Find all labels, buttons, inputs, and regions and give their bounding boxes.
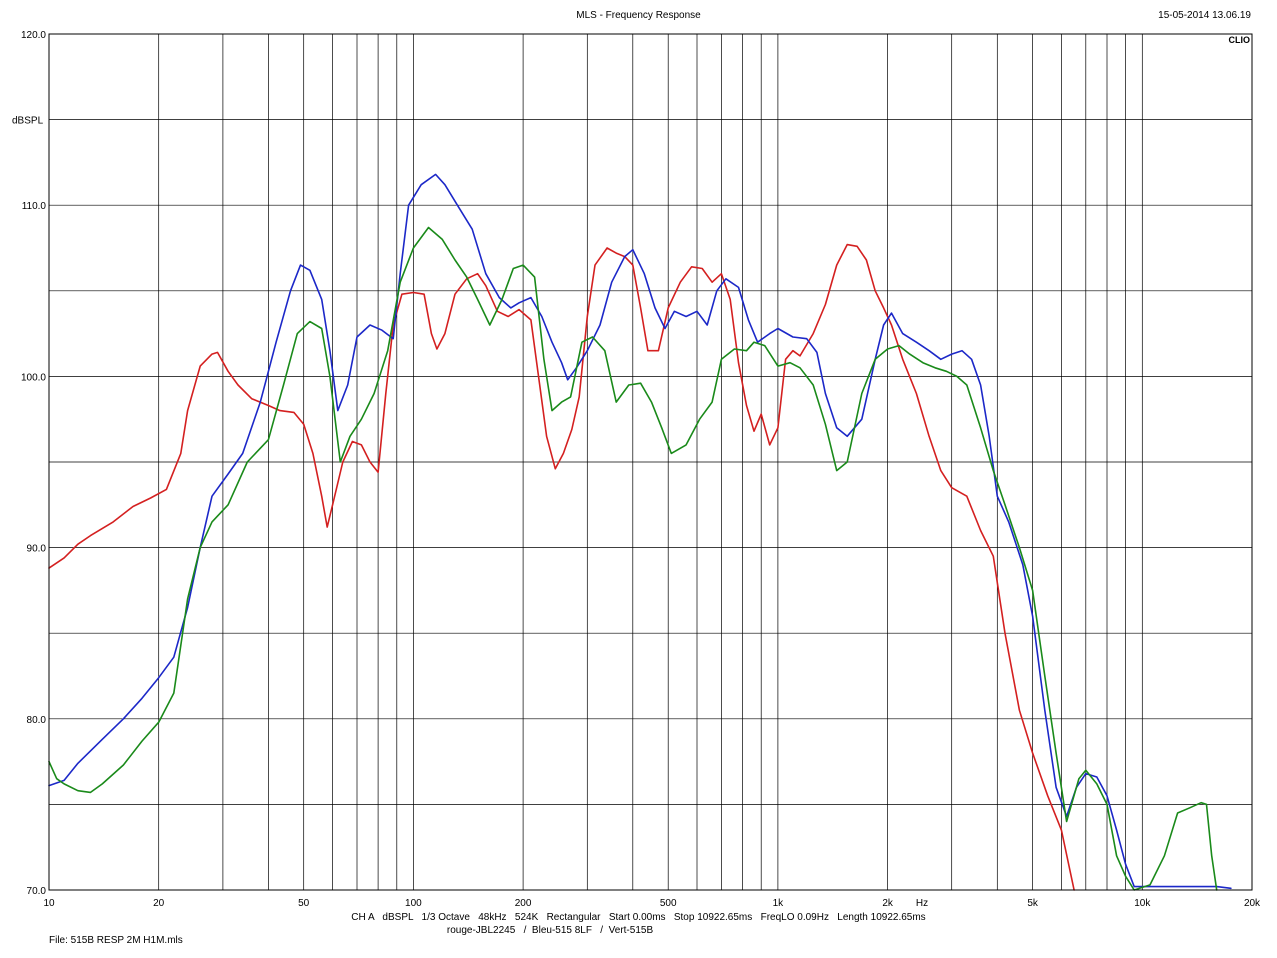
x-tick-label: 200 <box>515 898 532 909</box>
series-line-2 <box>48 173 1232 890</box>
plot-frame <box>48 33 1253 891</box>
x-tick-label: 2k <box>882 898 894 909</box>
x-tick-label: 20k <box>1244 898 1261 909</box>
x-tick-label: 1k <box>773 898 785 909</box>
x-tick-label: 50 <box>298 898 310 909</box>
y-tick-label: 80.0 <box>27 715 47 726</box>
series-line-1 <box>48 243 1075 891</box>
chart-grid <box>49 34 1252 890</box>
x-tick-label: 10 <box>43 898 55 909</box>
y-axis-label: dBSPL <box>12 116 44 127</box>
x-axis-unit-label: Hz <box>916 898 928 909</box>
x-tick-label: 100 <box>405 898 422 909</box>
chart-axis-labels: 10 20 50 100 200 500 1k 2k 5k 10k 20k 120.0 110.0 100… <box>21 30 1261 909</box>
x-tick-label: 20 <box>153 898 165 909</box>
timestamp: 15-05-2014 13.06.19 <box>1158 10 1251 21</box>
clio-brand-label: CLIO <box>1229 35 1251 45</box>
y-tick-label: 100.0 <box>21 372 46 383</box>
chart-series <box>48 173 1232 891</box>
x-tick-label: 5k <box>1027 898 1039 909</box>
y-tick-label: 70.0 <box>27 886 47 897</box>
x-tick-label: 10k <box>1134 898 1151 909</box>
measurement-settings: CH A dBSPL 1/3 Octave 48kHz 524K Rectang… <box>351 912 926 923</box>
y-tick-label: 90.0 <box>27 544 47 555</box>
series-legend: rouge-JBL2245 / Bleu-515 8LF / Vert-515B <box>446 925 654 936</box>
x-tick-label: 500 <box>660 898 677 909</box>
y-tick-label: 110.0 <box>22 201 47 212</box>
file-name: File: 515B RESP 2M H1M.mls <box>49 935 183 946</box>
y-tick-label: 120.0 <box>21 30 46 41</box>
series-line-3 <box>48 226 1218 891</box>
chart-title: MLS - Frequency Response <box>576 10 701 21</box>
